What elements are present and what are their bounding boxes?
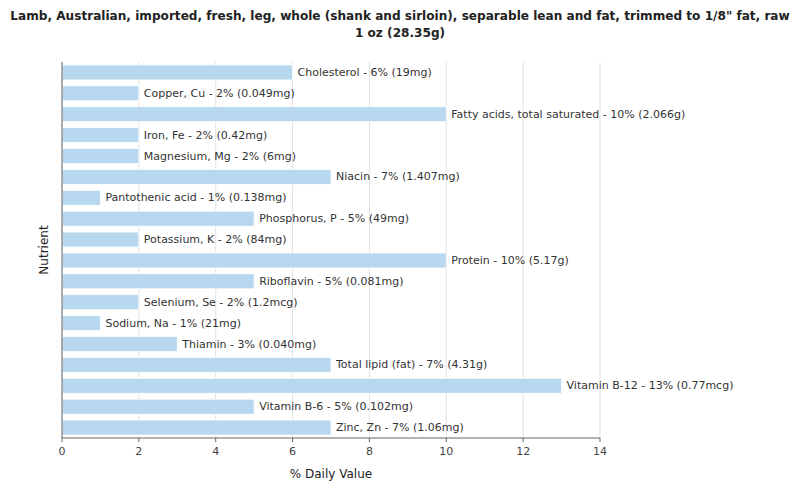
x-tick-label: 8	[366, 445, 373, 458]
chart-title: Lamb, Australian, imported, fresh, leg, …	[10, 9, 789, 40]
bar	[62, 86, 139, 101]
x-axis-label: % Daily Value	[290, 467, 372, 481]
category-label: Niacin - 7% (1.407mg)	[336, 170, 460, 183]
category-label: Copper, Cu - 2% (0.049mg)	[144, 87, 295, 100]
bar	[62, 232, 139, 247]
bar	[62, 274, 254, 289]
x-tick	[369, 438, 370, 442]
bar	[62, 336, 177, 351]
category-label: Protein - 10% (5.17g)	[451, 254, 569, 267]
x-tick	[523, 438, 524, 442]
title-line: 1 oz (28.35g)	[355, 26, 445, 40]
x-tick-label: 12	[516, 445, 530, 458]
x-tick	[138, 438, 139, 442]
bar	[62, 420, 331, 435]
bar	[62, 378, 562, 393]
category-label: Pantothenic acid - 1% (0.138mg)	[105, 191, 286, 204]
x-tick	[215, 438, 216, 442]
category-label: Total lipid (fat) - 7% (4.31g)	[335, 358, 487, 371]
bar	[62, 65, 293, 80]
bar	[62, 148, 139, 163]
category-label: Zinc, Zn - 7% (1.06mg)	[336, 421, 464, 434]
category-label: Riboflavin - 5% (0.081mg)	[259, 275, 403, 288]
category-label: Vitamin B-12 - 13% (0.77mcg)	[567, 379, 734, 392]
x-axis-line	[62, 438, 600, 439]
category-label: Potassium, K - 2% (84mg)	[144, 233, 287, 246]
bar	[62, 190, 100, 205]
bar	[62, 107, 446, 122]
bar	[62, 253, 446, 268]
bar	[62, 399, 254, 414]
category-label: Thiamin - 3% (0.040mg)	[181, 338, 316, 351]
grid-line	[62, 62, 63, 438]
category-label: Cholesterol - 6% (19mg)	[298, 66, 432, 79]
category-label: Sodium, Na - 1% (21mg)	[105, 317, 241, 330]
category-label: Iron, Fe - 2% (0.42mg)	[144, 129, 267, 142]
x-tick	[292, 438, 293, 442]
x-tick	[446, 438, 447, 442]
title-line: Lamb, Australian, imported, fresh, leg, …	[10, 9, 789, 23]
category-label: Magnesium, Mg - 2% (6mg)	[144, 150, 296, 163]
y-axis-line	[62, 62, 63, 438]
bar	[62, 295, 139, 310]
x-tick-label: 2	[135, 445, 142, 458]
x-tick-label: 0	[59, 445, 66, 458]
category-label: Selenium, Se - 2% (1.2mcg)	[144, 296, 298, 309]
category-label: Fatty acids, total saturated - 10% (2.06…	[451, 108, 685, 121]
x-tick	[62, 438, 63, 442]
y-axis-label: Nutrient	[37, 225, 51, 275]
x-tick-label: 6	[289, 445, 296, 458]
bar	[62, 357, 331, 372]
bar-labels: Cholesterol - 6% (19mg)Copper, Cu - 2% (…	[105, 66, 733, 434]
chart: Lamb, Australian, imported, fresh, leg, …	[0, 0, 800, 500]
category-label: Vitamin B-6 - 5% (0.102mg)	[259, 400, 413, 413]
category-label: Phosphorus, P - 5% (49mg)	[259, 212, 409, 225]
bar	[62, 316, 100, 331]
x-tick-label: 4	[212, 445, 219, 458]
x-tick-label: 10	[439, 445, 453, 458]
bar	[62, 169, 331, 184]
bar	[62, 211, 254, 226]
x-tick-label: 14	[593, 445, 607, 458]
bar	[62, 128, 139, 143]
x-tick	[600, 438, 601, 442]
